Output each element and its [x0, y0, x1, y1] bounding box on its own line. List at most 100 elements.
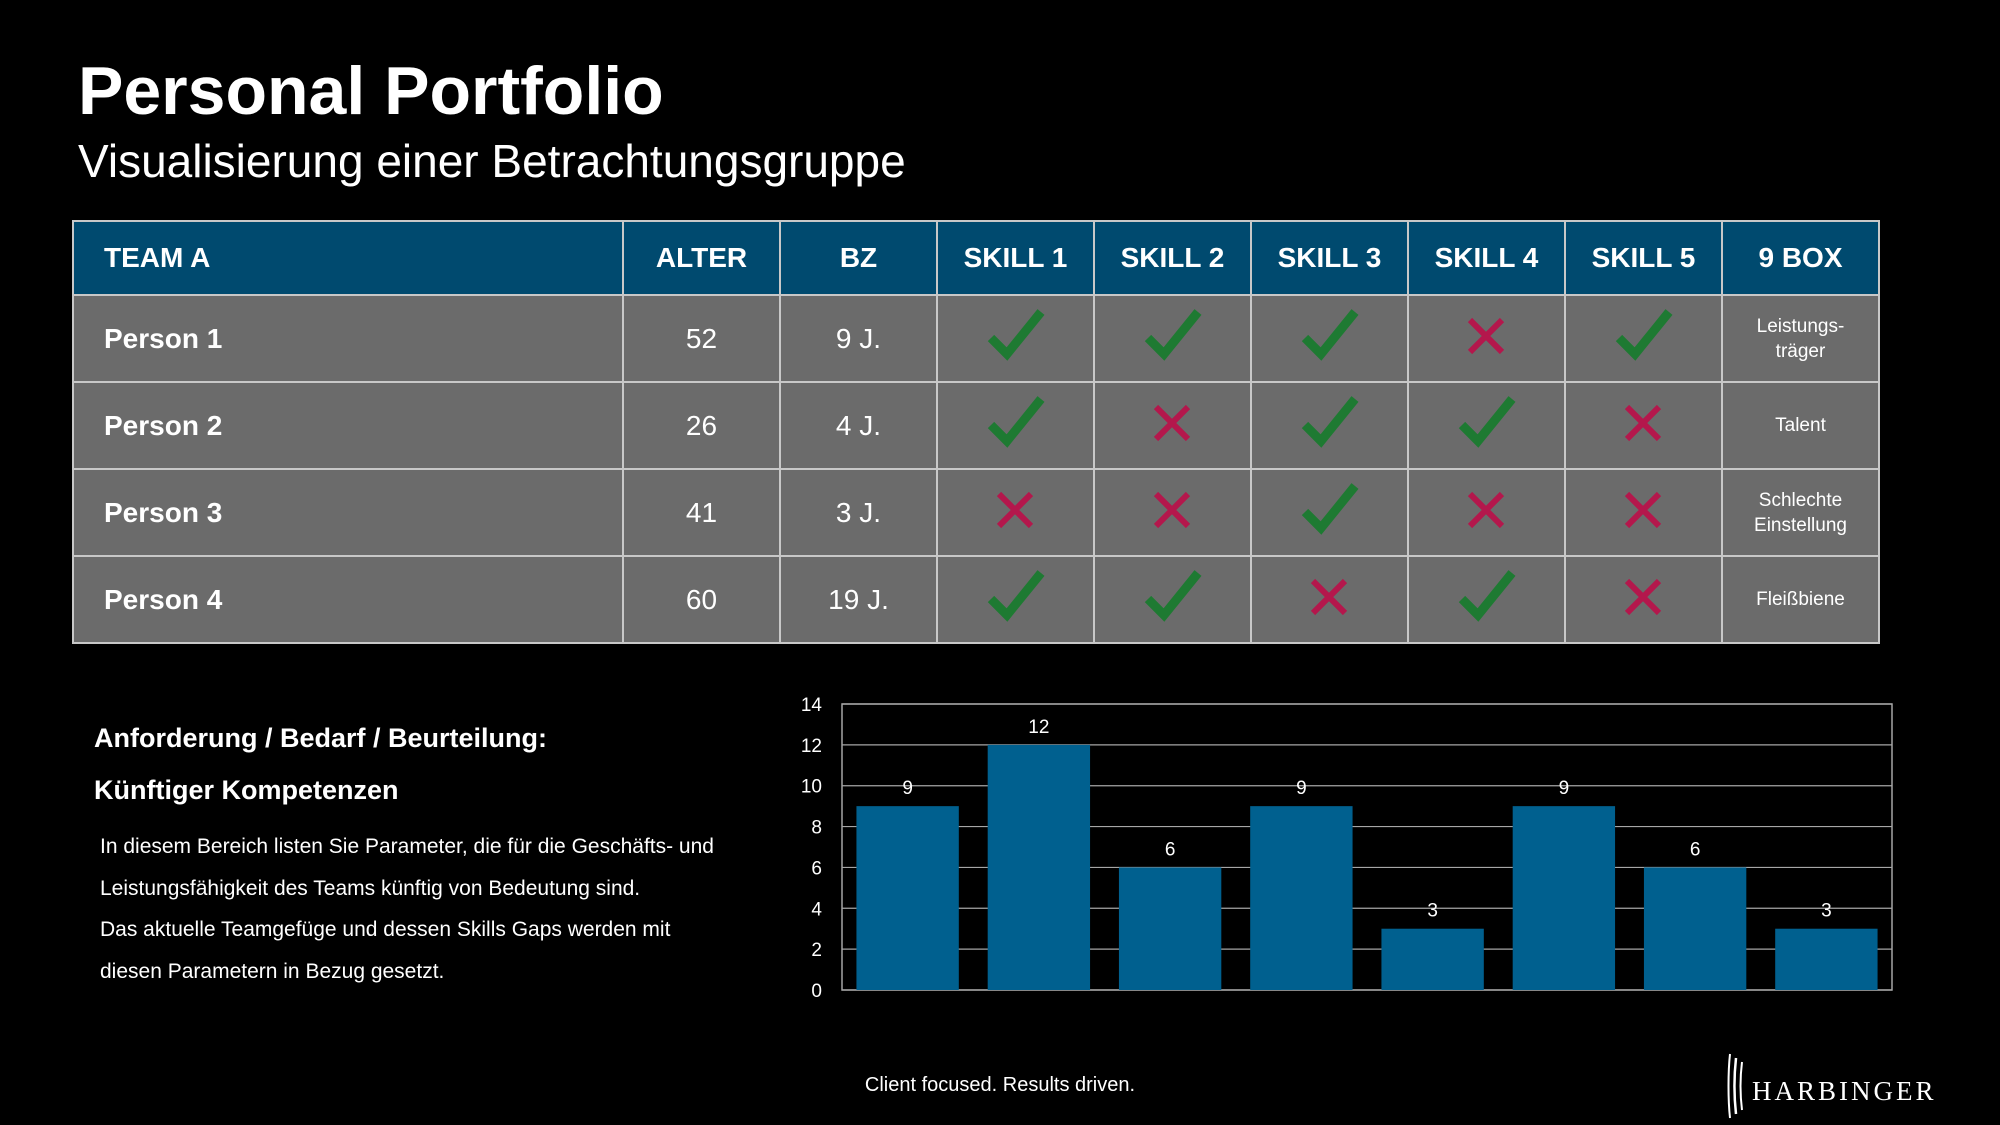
check-icon — [1142, 565, 1204, 627]
check-icon — [985, 391, 1047, 453]
person-tenure: 19 J. — [779, 555, 938, 644]
cross-icon — [985, 478, 1047, 540]
person-tenure: 9 J. — [779, 294, 938, 383]
check-icon — [985, 565, 1047, 627]
nine-box-label: Schlechte — [1758, 489, 1843, 511]
skill-5-cell — [1564, 381, 1723, 470]
bar-data-label: 6 — [1165, 839, 1176, 860]
bar — [1512, 806, 1616, 990]
y-tick-label: 4 — [811, 899, 822, 920]
bar — [1775, 928, 1878, 990]
cross-icon — [1613, 565, 1675, 627]
person-tenure: 3 J. — [779, 468, 938, 557]
check-icon — [985, 304, 1047, 366]
skill-4-cell — [1407, 555, 1566, 644]
table-header-row: TEAM A ALTER BZ SKILL 1 SKILL 2 SKILL 3 … — [72, 220, 1880, 296]
cross-icon — [1299, 565, 1361, 627]
skill-4-cell — [1407, 294, 1566, 383]
y-tick-label: 12 — [801, 736, 822, 757]
nine-box-cell: Schlechte Einstellung — [1721, 468, 1880, 557]
bar — [1118, 867, 1222, 990]
person-age: 60 — [622, 555, 781, 644]
skill-3-cell — [1250, 468, 1409, 557]
skill-2-cell — [1093, 294, 1252, 383]
table-row: Person 4 60 19 J. Fleißbiene — [72, 555, 1880, 644]
bar-data-label: 9 — [902, 778, 913, 799]
requirements-heading-line-2: Künftiger Kompetenzen — [94, 775, 399, 805]
skill-3-cell — [1250, 294, 1409, 383]
person-age: 41 — [622, 468, 781, 557]
requirements-line: Das aktuelle Teamgefüge und dessen Skill… — [100, 918, 671, 941]
bar — [1643, 867, 1747, 990]
skill-2-cell — [1093, 381, 1252, 470]
page-subtitle: Visualisierung einer Betrachtungsgruppe — [78, 135, 906, 187]
nine-box-cell: Fleißbiene — [1721, 555, 1880, 644]
requirements-heading-line-1: Anforderung / Bedarf / Beurteilung: — [94, 723, 548, 753]
skill-1-cell — [936, 468, 1095, 557]
y-tick-label: 0 — [811, 981, 822, 1002]
cross-icon — [1456, 478, 1518, 540]
nine-box-label: Talent — [1775, 415, 1826, 436]
skill-5-cell — [1564, 294, 1723, 383]
bar-data-label: 12 — [1028, 717, 1049, 738]
bar-data-label: 3 — [1821, 901, 1832, 922]
bar-data-label: 9 — [1296, 778, 1307, 799]
person-name: Person 3 — [72, 468, 624, 557]
bar — [856, 806, 959, 990]
person-age: 52 — [622, 294, 781, 383]
nine-box-label: Leistungs- — [1756, 315, 1845, 337]
y-tick-label: 10 — [801, 777, 822, 798]
skill-1-cell — [936, 294, 1095, 383]
person-tenure: 4 J. — [779, 381, 938, 470]
nine-box-label: Einstellung — [1754, 514, 1847, 536]
team-table: TEAM A ALTER BZ SKILL 1 SKILL 2 SKILL 3 … — [72, 220, 1880, 644]
table-row: Person 3 41 3 J. Schlechte Einstellung — [72, 468, 1880, 557]
competency-bar-chart: 0 2 4 6 8 10 12 14 9 12 6 9 3 9 6 3 — [801, 695, 1893, 1002]
table-row: Person 2 26 4 J. Talent — [72, 381, 1880, 470]
harbinger-logo: HARBINGER — [1726, 1052, 1937, 1119]
column-header-skill-2: SKILL 2 — [1093, 220, 1252, 296]
requirements-line: diesen Parametern in Bezug gesetzt. — [100, 959, 445, 983]
bar-data-label: 3 — [1427, 901, 1438, 922]
nine-box-label: Fleißbiene — [1756, 589, 1845, 610]
requirements-line: Leistungsfähigkeit des Teams künftig von… — [100, 876, 641, 900]
column-header-skill-4: SKILL 4 — [1407, 220, 1566, 296]
cross-icon — [1142, 391, 1204, 453]
check-icon — [1299, 478, 1361, 540]
column-header-alter: ALTER — [622, 220, 781, 296]
nine-box-cell: Leistungs-träger — [1721, 294, 1880, 383]
column-header-bz: BZ — [779, 220, 938, 296]
bar-data-label: 6 — [1690, 839, 1701, 860]
y-tick-label: 14 — [801, 695, 823, 716]
bar — [1381, 928, 1484, 990]
check-icon — [1299, 304, 1361, 366]
person-name: Person 2 — [72, 381, 624, 470]
skill-2-cell — [1093, 468, 1252, 557]
check-icon — [1456, 565, 1518, 627]
logo-wordmark: HARBINGER — [1752, 1076, 1937, 1106]
table-row: Person 1 52 9 J. Leistungs-träger — [72, 294, 1880, 383]
y-tick-label: 2 — [811, 940, 822, 961]
cross-icon — [1613, 391, 1675, 453]
logo-mark-icon — [1727, 1053, 1743, 1119]
skill-4-cell — [1407, 381, 1566, 470]
skill-2-cell — [1093, 555, 1252, 644]
cross-icon — [1613, 478, 1675, 540]
nine-box-label: träger — [1775, 340, 1826, 362]
requirements-line: In diesem Bereich listen Sie Parameter, … — [100, 835, 714, 858]
column-header-team: TEAM A — [72, 220, 624, 296]
column-header-skill-1: SKILL 1 — [936, 220, 1095, 296]
skill-3-cell — [1250, 555, 1409, 644]
bar — [1250, 806, 1353, 990]
y-tick-label: 6 — [811, 858, 822, 879]
requirements-description: In diesem Bereich listen Sie Parameter, … — [100, 826, 790, 992]
column-header-skill-5: SKILL 5 — [1564, 220, 1723, 296]
column-header-skill-3: SKILL 3 — [1250, 220, 1409, 296]
cross-icon — [1142, 478, 1204, 540]
skill-1-cell — [936, 381, 1095, 470]
person-name: Person 4 — [72, 555, 624, 644]
check-icon — [1299, 391, 1361, 453]
column-header-9-box: 9 BOX — [1721, 220, 1880, 296]
y-tick-label: 8 — [811, 818, 822, 839]
cross-icon — [1456, 304, 1518, 366]
